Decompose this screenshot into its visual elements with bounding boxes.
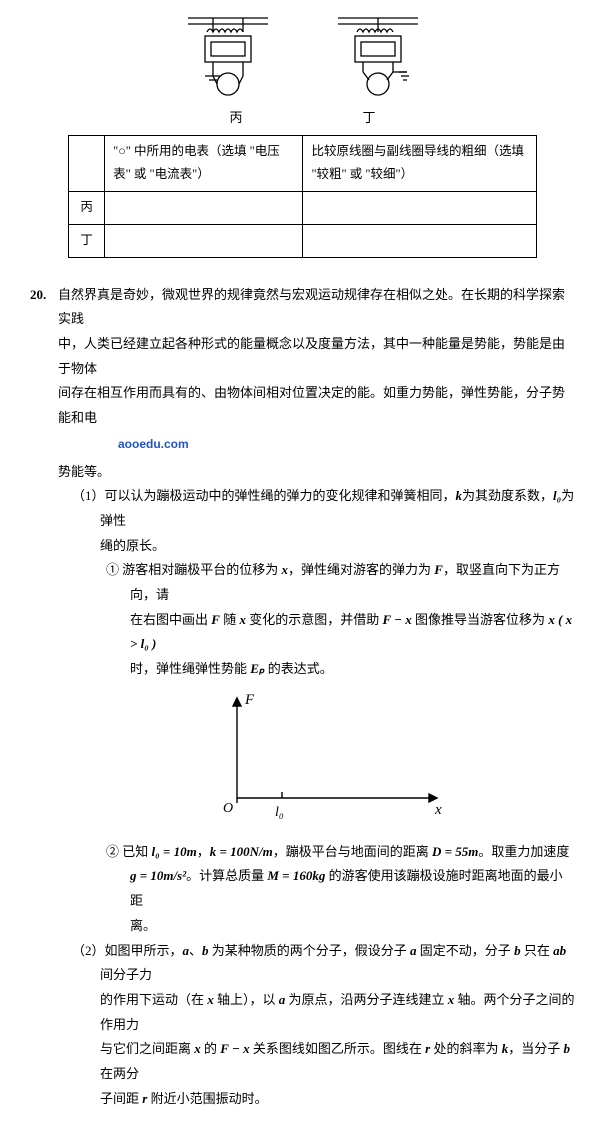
intro-line: 自然界真是奇妙，微观世界的规律竟然与宏观运动规律存在相似之处。在长期的科学探索实… [58,283,575,332]
part-2-cont: 的作用下运动（在 x 轴上），以 a 为原点，沿两分子连线建立 x 轴。两个分子… [100,988,575,1037]
subpart-1-2-cont2: 离。 [130,914,575,939]
transformer-circuit-right [333,10,423,100]
header-col1: "○" 中所用的电表（选填 "电压表" 或 "电流表"） [105,135,303,192]
intro-line: 间存在相互作用而具有的、由物体间相对位置决定的能。如重力势能，弹性势能，分子势能… [58,381,575,430]
row1-c2[interactable] [303,192,536,225]
circuit-label-right: 丁 [363,106,376,131]
part-2-cont3: 子间距 r 附近小范围振动时。 [100,1087,575,1112]
part-1-cont: 绳的原长。 [100,534,575,559]
row2-c1[interactable] [105,224,303,257]
axes-chart: F x O l₀ [58,688,575,828]
header-col2: 比较原线圈与副线圈导线的粗细（选填 "较粗" 或 "较细"） [303,135,536,192]
question-body: 自然界真是奇妙，微观世界的规律竟然与宏观运动规律存在相似之处。在长期的科学探索实… [58,283,575,1112]
row1-label: 丙 [69,192,105,225]
intro-line: 中，人类已经建立起各种形式的能量概念以及度量方法，其中一种能量是势能，势能是由于… [58,332,575,381]
circuit-diagrams-row [30,10,575,100]
axis-x-label: x [434,802,442,818]
table-row: 丙 [69,192,537,225]
axis-y-label: F [244,692,255,708]
subpart-1-2: ② 已知 l₀ = 10m，k = 100N/m，蹦极平台与地面间的距离 D =… [106,840,575,865]
part-2-cont2: 与它们之间距离 x 的 F − x 关系图线如图乙所示。图线在 r 处的斜率为 … [100,1037,575,1086]
subpart-1-2-cont: g = 10m/s²。计算总质量 M = 160kg 的游客使用该蹦极设施时距离… [130,864,575,913]
table-header-row: "○" 中所用的电表（选填 "电压表" 或 "电流表"） 比较原线圈与副线圈导线… [69,135,537,192]
question-20: 20. 自然界真是奇妙，微观世界的规律竟然与宏观运动规律存在相似之处。在长期的科… [30,283,575,1112]
axis-origin: O [223,801,233,816]
watermark-text: aooedu.com [118,433,575,456]
part-1: （1）可以认为蹦极运动中的弹性绳的弹力的变化规律和弹簧相同，k为其劲度系数，l₀… [72,484,575,533]
circuit-label-left: 丙 [229,106,242,131]
part-2: （2）如图甲所示，a、b 为某种物质的两个分子，假设分子 a 固定不动，分子 b… [72,939,575,988]
subpart-1-1-cont: 在右图中画出 F 随 x 变化的示意图，并借助 F − x 图像推导当游客位移为… [130,608,575,657]
transformer-circuit-left [183,10,273,100]
axis-tick-l0: l₀ [275,805,284,820]
intro-line: 势能等。 [58,460,575,485]
row1-c1[interactable] [105,192,303,225]
answer-table: "○" 中所用的电表（选填 "电压表" 或 "电流表"） 比较原线圈与副线圈导线… [68,135,537,258]
fx-axes: F x O l₀ [187,688,447,828]
circuit-labels: 丙 丁 [30,106,575,131]
subpart-1-1: ① 游客相对蹦极平台的位移为 x，弹性绳对游客的弹力为 F，取竖直向下为正方向，… [106,558,575,607]
row2-c2[interactable] [303,224,536,257]
question-number: 20. [30,283,58,1112]
table-row: 丁 [69,224,537,257]
subpart-1-1-cont2: 时，弹性绳弹性势能 Eₚ 的表达式。 [130,657,575,682]
row2-label: 丁 [69,224,105,257]
